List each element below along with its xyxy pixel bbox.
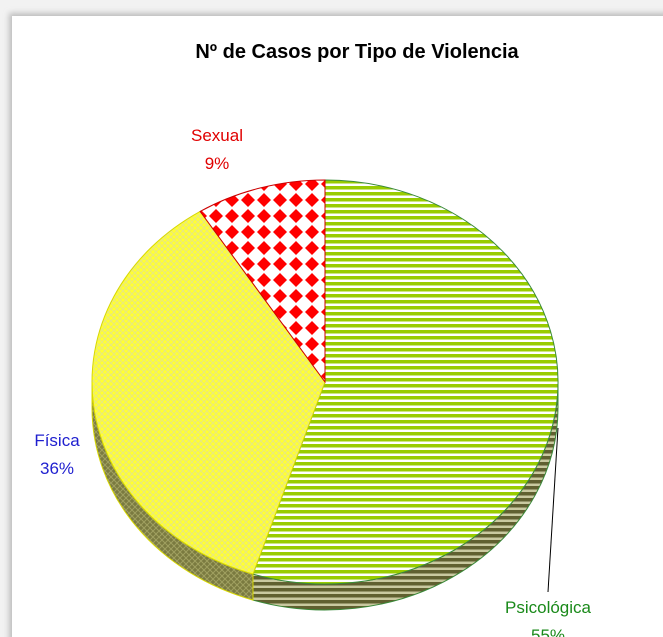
data-label-value: 36%: [40, 459, 74, 478]
data-label-value: 55%: [531, 626, 565, 637]
pie-slice: [252, 179, 559, 585]
pie-slice: [91, 210, 326, 575]
data-label-value: 9%: [205, 154, 230, 173]
chart-title: Nº de Casos por Tipo de Violencia: [195, 41, 519, 63]
data-label-name: Psicológica: [505, 598, 592, 617]
leader-line: [547, 427, 559, 593]
pie-slice: [199, 179, 326, 384]
data-label-name: Física: [34, 431, 80, 450]
data-label-name: Sexual: [191, 126, 243, 145]
